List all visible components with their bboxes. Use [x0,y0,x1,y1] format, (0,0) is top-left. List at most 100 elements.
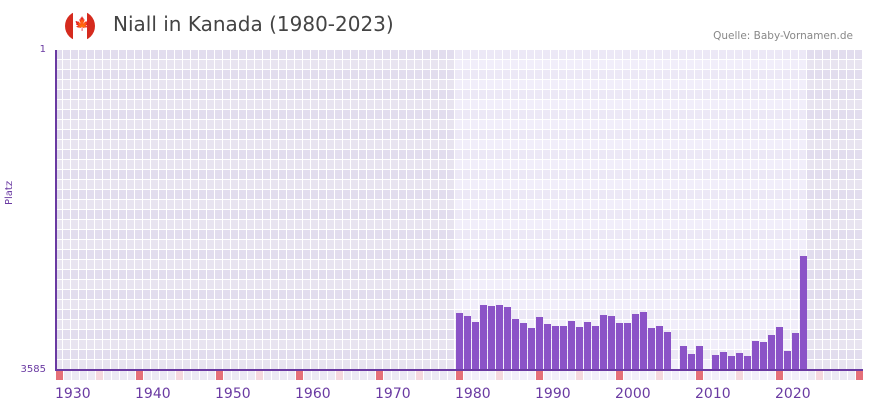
bar-2003[interactable] [640,311,647,370]
x-tick-marker [760,371,767,380]
x-tick-marker [120,371,127,380]
bar-1987[interactable] [512,319,519,370]
x-tick-marker [584,371,591,380]
bar-1989[interactable] [528,328,535,370]
x-tick-marker [352,371,359,380]
bar-1995[interactable] [576,326,583,370]
x-tick-marker [480,371,487,380]
x-tick-marker [144,371,151,380]
x-tick-marker [360,371,367,380]
x-tick-marker [816,371,823,380]
bar-1994[interactable] [568,320,575,370]
bar-1983[interactable] [480,305,487,370]
y-axis-label: Platz [4,180,15,205]
bar-1993[interactable] [560,325,567,370]
x-tick-marker [408,371,415,380]
x-tick-label: 2020 [775,386,811,402]
x-tick-marker [288,371,295,380]
bar-2005[interactable] [656,325,663,370]
x-tick-marker [776,371,783,380]
bar-2008[interactable] [680,345,687,370]
x-tick-marker [456,371,463,380]
bar-2009[interactable] [688,354,695,370]
bar-2019[interactable] [768,335,775,370]
x-tick-marker [224,371,231,380]
bar-1981[interactable] [464,315,471,370]
bar-2023[interactable] [800,255,807,370]
y-tick-bottom: 3585 [20,364,46,375]
bar-2017[interactable] [752,340,759,370]
x-tick-marker [280,371,287,380]
x-tick-marker [432,371,439,380]
bar-2012[interactable] [712,355,719,370]
bar-2001[interactable] [624,323,631,370]
x-tick-marker [264,371,271,380]
x-tick-marker [632,371,639,380]
bar-1985[interactable] [496,305,503,370]
x-tick-marker [240,371,247,380]
bar-2010[interactable] [696,345,703,370]
x-tick-marker [416,371,423,380]
plot-area [55,50,863,370]
x-tick-marker [160,371,167,380]
x-tick-marker [608,371,615,380]
y-tick-top: 1 [39,44,46,55]
bar-2014[interactable] [728,355,735,370]
x-tick-marker [656,371,663,380]
x-tick-marker [344,371,351,380]
bar-2020[interactable] [776,326,783,370]
x-tick-marker [616,371,623,380]
bar-2006[interactable] [664,331,671,370]
bar-2022[interactable] [792,333,799,370]
bar-1998[interactable] [600,315,607,370]
x-tick-label: 2010 [695,386,731,402]
x-tick-marker [216,371,223,380]
x-tick-label: 1980 [455,386,491,402]
bar-2013[interactable] [720,351,727,370]
bar-1992[interactable] [552,325,559,370]
x-tick-marker [328,371,335,380]
bar-2004[interactable] [648,328,655,370]
x-tick-marker [752,371,759,380]
bar-1980[interactable] [456,313,463,370]
bar-2016[interactable] [744,355,751,370]
bar-1990[interactable] [536,316,543,370]
bar-1986[interactable] [504,306,511,370]
x-tick-marker [400,371,407,380]
x-tick-marker [80,371,87,380]
bar-2021[interactable] [784,350,791,370]
x-tick-marker [680,371,687,380]
x-tick-marker [128,371,135,380]
x-tick-label: 1940 [135,386,171,402]
bar-1996[interactable] [584,321,591,370]
x-axis-line [55,369,863,371]
y-axis-line [55,50,57,370]
x-tick-marker [600,371,607,380]
x-tick-marker [272,371,279,380]
x-tick-marker [848,371,855,380]
x-tick-marker [64,371,71,380]
x-tick-marker [672,371,679,380]
x-tick-marker [528,371,535,380]
x-tick-marker [512,371,519,380]
x-tick-marker [552,371,559,380]
x-tick-marker [736,371,743,380]
bar-1999[interactable] [608,315,615,370]
x-tick-marker [104,371,111,380]
x-tick-label: 1970 [375,386,411,402]
bar-2015[interactable] [736,353,743,370]
x-tick-marker [712,371,719,380]
bar-1982[interactable] [472,321,479,370]
bar-2018[interactable] [760,341,767,370]
bar-1991[interactable] [544,324,551,370]
x-tick-marker [376,371,383,380]
x-tick-marker [168,371,175,380]
x-tick-marker [560,371,567,380]
bar-2002[interactable] [632,314,639,370]
x-tick-marker [392,371,399,380]
bar-1997[interactable] [592,325,599,370]
x-tick-marker [472,371,479,380]
bar-1988[interactable] [520,323,527,370]
bar-1984[interactable] [488,305,495,370]
bar-2000[interactable] [616,323,623,370]
